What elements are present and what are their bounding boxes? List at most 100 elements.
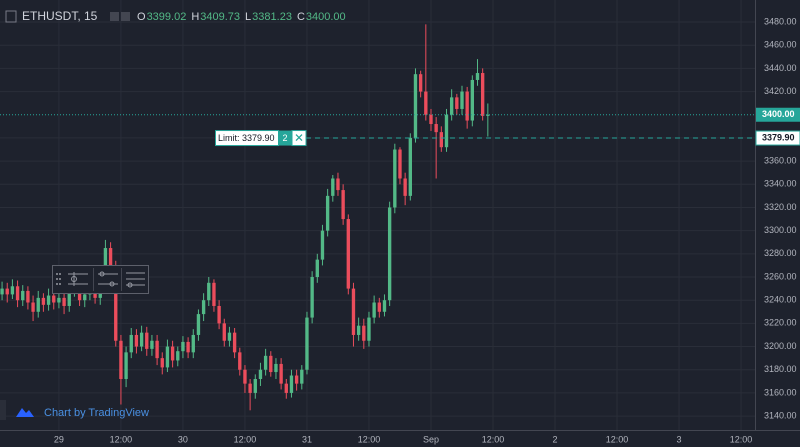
- candle-body: [439, 132, 444, 148]
- candle-body: [212, 282, 216, 306]
- header-icon[interactable]: [110, 12, 119, 21]
- toolbar-icon[interactable]: [98, 271, 118, 287]
- candle-body: [341, 190, 345, 220]
- legend-key: H: [191, 11, 199, 23]
- x-tick-label: 31: [302, 434, 312, 444]
- x-tick-label: 12:00: [358, 434, 381, 444]
- candle-body: [67, 290, 71, 306]
- candle-body: [325, 195, 330, 231]
- candle-body: [170, 346, 175, 361]
- candle-body: [26, 290, 30, 303]
- candle-body: [320, 230, 325, 260]
- tradingview-logo: [16, 408, 34, 417]
- x-tick-label: 3: [677, 434, 682, 444]
- axes: 3140.00 3160.00 3180.00 3200.00 3220.00 3240.…: [54, 16, 800, 444]
- legend-key: L: [245, 11, 251, 23]
- candle-body: [57, 297, 61, 303]
- candle-body: [372, 302, 376, 318]
- y-tick-label: 3160.00: [764, 387, 797, 397]
- toolbar-icon[interactable]: [68, 272, 88, 286]
- legend-value: 3400.00: [306, 11, 346, 23]
- toolbar-icon[interactable]: [126, 272, 145, 288]
- candle-body: [300, 369, 304, 384]
- candle-body: [263, 355, 268, 370]
- candle-body: [424, 91, 428, 115]
- candle-body: [393, 149, 397, 208]
- candle-body: [418, 74, 423, 92]
- header-icon[interactable]: [121, 12, 130, 21]
- x-tick-label: 30: [178, 434, 188, 444]
- candle-body: [449, 97, 454, 115]
- candle-body: [114, 265, 118, 341]
- candle-body: [408, 137, 412, 196]
- candle-body: [377, 302, 381, 312]
- candle-body: [21, 290, 25, 301]
- x-tick-label: Sep: [423, 434, 439, 444]
- candle-body: [165, 346, 170, 368]
- y-tick-label: 3440.00: [764, 63, 797, 73]
- y-tick-label: 3220.00: [764, 318, 797, 328]
- candle-body: [160, 358, 164, 368]
- candle-body: [222, 323, 226, 341]
- candle-body: [346, 219, 350, 289]
- candle-body: [269, 355, 273, 373]
- candle-body: [434, 124, 438, 133]
- last-price-badge: [756, 107, 800, 122]
- ohlc-legend: O 3399.02 H 3409.73 L 3381.23 C 3400.00: [137, 11, 346, 23]
- floating-toolbar[interactable]: [52, 265, 149, 294]
- y-tick-label: 3240.00: [764, 295, 797, 305]
- candle-body: [201, 300, 206, 315]
- legend-value: 3399.02: [147, 11, 187, 23]
- candle-body: [274, 363, 278, 373]
- candle-body: [31, 302, 35, 312]
- last-price-label: 3400.00: [762, 109, 795, 119]
- candle-body: [429, 114, 433, 125]
- drag-handle: [56, 273, 61, 285]
- attribution[interactable]: Chart by TradingView: [44, 407, 149, 419]
- candle-body: [284, 383, 288, 393]
- candle-body: [46, 295, 51, 305]
- candle-body: [232, 332, 237, 353]
- candle-body: [191, 334, 195, 353]
- candle-body: [444, 114, 449, 148]
- y-tick-label: 3460.00: [764, 40, 797, 50]
- candles: [0, 24, 490, 411]
- candle-body: [243, 369, 247, 384]
- x-tick-label: 2: [553, 434, 558, 444]
- candle-body: [305, 317, 309, 370]
- candle-body: [52, 295, 56, 303]
- y-tick-label: 3340.00: [764, 179, 797, 189]
- candle-body: [331, 178, 335, 196]
- candle-body: [398, 149, 402, 179]
- candle-body: [227, 332, 232, 341]
- candle-body: [0, 288, 4, 295]
- y-tick-label: 3360.00: [764, 155, 797, 165]
- candle-body: [62, 297, 66, 306]
- candle-body: [367, 317, 371, 341]
- x-tick-label: 12:00: [482, 434, 505, 444]
- cancel-order-button[interactable]: [291, 130, 307, 147]
- candle-body: [351, 288, 356, 335]
- candle-body: [36, 297, 40, 312]
- y-tick-label: 3320.00: [764, 202, 797, 212]
- collapse-icon[interactable]: [5, 10, 17, 23]
- candle-body: [108, 248, 113, 266]
- side-tab[interactable]: [0, 400, 6, 420]
- candle-body: [475, 73, 480, 80]
- candle-body: [41, 297, 46, 305]
- candle-body: [336, 178, 340, 191]
- candle-body: [207, 282, 211, 301]
- candle-body: [134, 334, 139, 347]
- candle-body: [145, 332, 149, 349]
- candle-body: [186, 341, 190, 353]
- candle-body: [279, 363, 283, 384]
- candle-body: [150, 340, 154, 349]
- x-tick-label: 12:00: [234, 434, 257, 444]
- candle-body: [413, 74, 418, 138]
- candle-body: [124, 352, 128, 380]
- candle-body: [486, 114, 490, 116]
- candle-body: [155, 340, 159, 359]
- candle-body: [387, 207, 392, 301]
